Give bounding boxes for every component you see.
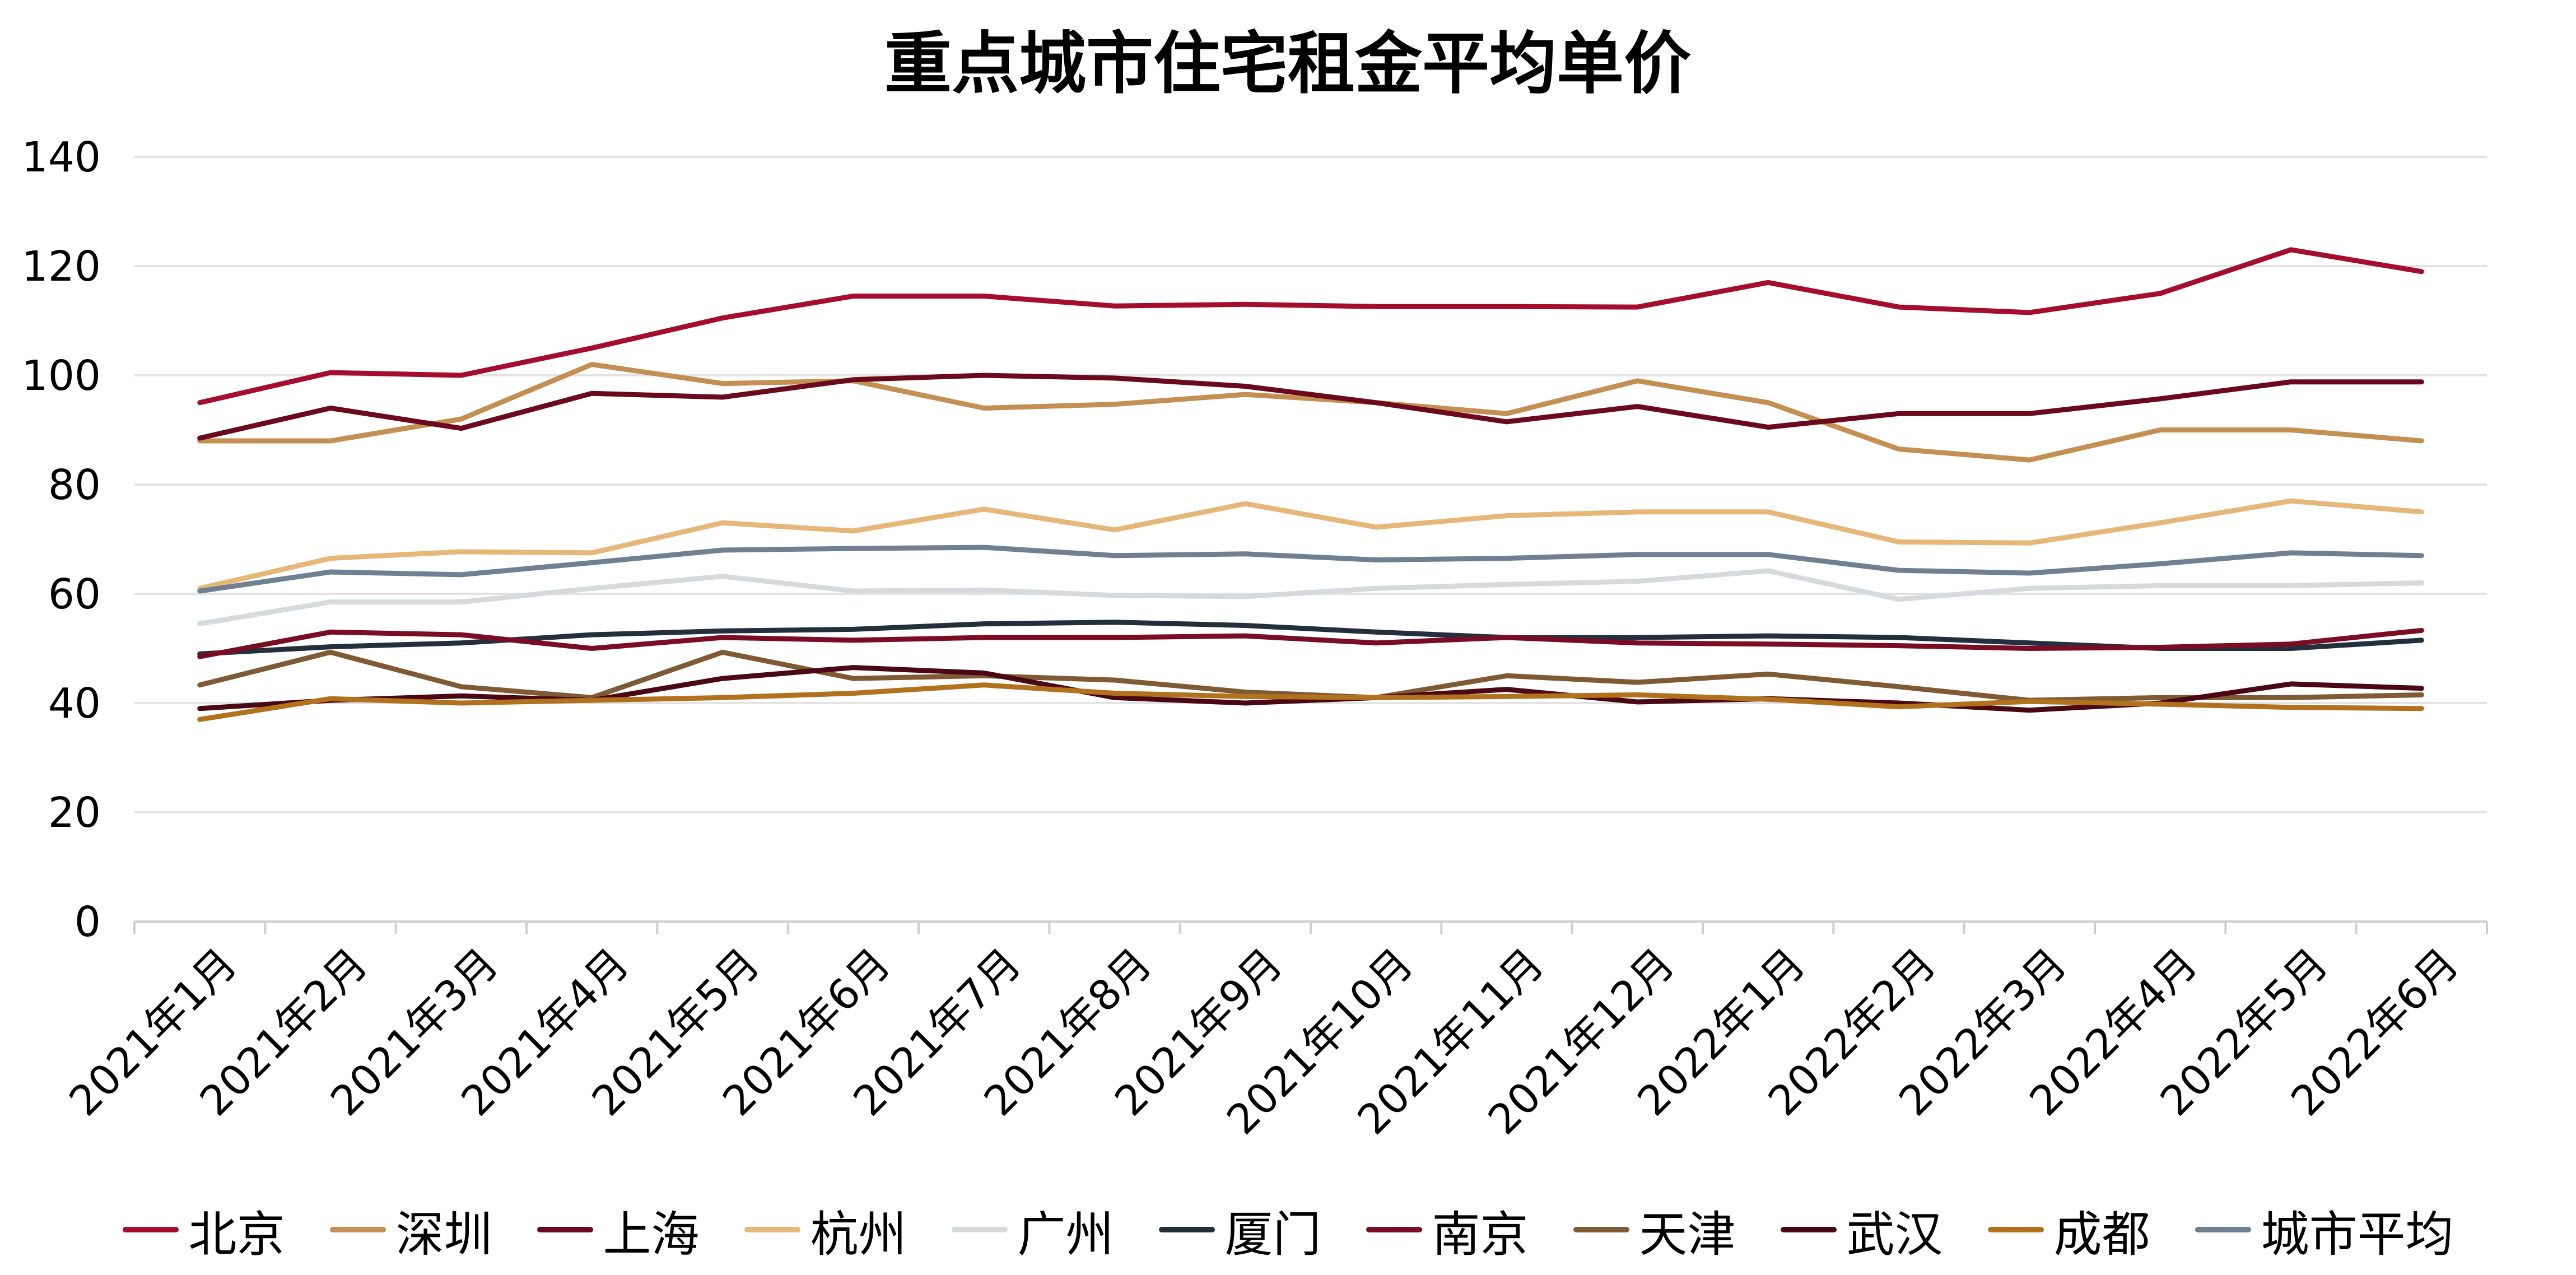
series-line-4 (197, 568, 2424, 627)
series-line-1 (197, 362, 2424, 463)
legend-swatch (537, 1227, 593, 1232)
y-tick-label: 100 (22, 352, 101, 400)
legend-item: 上海 (537, 1195, 700, 1265)
series-line-10 (197, 545, 2424, 594)
series-line-7 (197, 649, 2424, 703)
legend-swatch (1573, 1227, 1629, 1232)
legend-label: 城市平均 (2261, 1206, 2454, 1263)
series-line-3 (197, 498, 2424, 591)
legend-swatch (1158, 1227, 1215, 1232)
y-tick-label: 20 (48, 789, 101, 837)
line-chart: 重点城市住宅租金平均单价 0 20 40 60 80 100 120 140 2021年1月2… (22, 25, 2488, 1144)
x-axis: 2021年1月2021年2月2021年3月2021年4月2021年5月2021年… (60, 922, 2488, 1144)
legend-item: 厦门 (1158, 1195, 1321, 1265)
legend-label: 杭州 (810, 1206, 907, 1263)
legend-label: 北京 (188, 1206, 285, 1263)
legend-label: 广州 (1017, 1206, 1114, 1263)
legend-item: 成都 (1987, 1195, 2150, 1265)
legend-item: 深圳 (329, 1195, 492, 1265)
legend-swatch (122, 1227, 179, 1232)
legend: 北京 深圳 上海 杭州 广州 厦门 南京 天津 武汉 成都 城市平均 (0, 1188, 2576, 1272)
y-tick-label: 60 (48, 570, 101, 618)
y-tick-label: 80 (48, 461, 101, 509)
series-line-2 (197, 373, 2424, 441)
legend-item: 北京 (122, 1195, 285, 1265)
legend-label: 武汉 (1846, 1206, 1943, 1263)
series-line-5 (197, 620, 2424, 657)
legend-label: 上海 (603, 1206, 700, 1263)
y-tick-label: 140 (22, 133, 101, 182)
legend-label: 厦门 (1224, 1206, 1321, 1263)
legend-label: 深圳 (395, 1206, 492, 1263)
y-tick-label: 120 (22, 243, 101, 291)
legend-swatch (329, 1227, 386, 1232)
gridlines (134, 156, 2487, 923)
legend-item: 天津 (1573, 1195, 1736, 1265)
plot-area (197, 247, 2424, 722)
legend-label: 成都 (2053, 1206, 2150, 1263)
legend-item: 城市平均 (2195, 1195, 2454, 1265)
legend-swatch (2195, 1227, 2251, 1232)
y-tick-label: 40 (48, 680, 101, 728)
legend-item: 武汉 (1780, 1195, 1943, 1265)
y-tick-label: 0 (74, 898, 101, 946)
legend-label: 天津 (1639, 1206, 1736, 1263)
y-axis: 0 20 40 60 80 100 120 140 (22, 133, 101, 946)
series-line-6 (197, 627, 2424, 659)
legend-item: 南京 (1366, 1195, 1529, 1265)
series-line-0 (197, 247, 2424, 406)
legend-swatch (1366, 1227, 1422, 1232)
legend-item: 广州 (951, 1195, 1114, 1265)
legend-swatch (744, 1227, 800, 1232)
chart-title: 重点城市住宅租金平均单价 (884, 25, 1691, 103)
series-line-9 (197, 682, 2424, 722)
legend-item: 杭州 (744, 1195, 907, 1265)
legend-swatch (1987, 1227, 2044, 1232)
legend-label: 南京 (1432, 1206, 1529, 1263)
legend-swatch (1780, 1227, 1837, 1232)
legend-swatch (951, 1227, 1008, 1232)
